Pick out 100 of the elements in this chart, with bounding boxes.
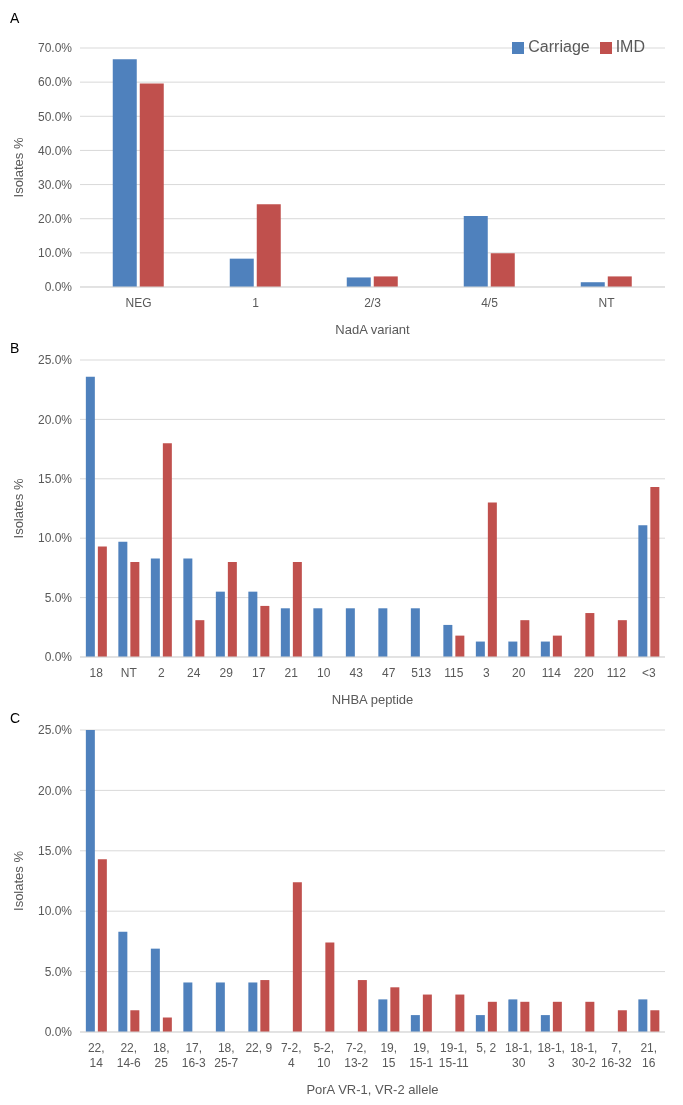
- x-tick-label: 17: [252, 666, 266, 680]
- bar: [422, 994, 432, 1032]
- bar: [85, 376, 95, 657]
- bar: [215, 591, 225, 657]
- x-axis-title: NadA variant: [335, 322, 411, 337]
- x-tick-label: 5, 2: [476, 1041, 497, 1055]
- y-tick-label: 70.0%: [37, 41, 73, 56]
- bar: [150, 948, 160, 1032]
- x-tick-label: 19-1, 15-11: [438, 1041, 469, 1070]
- y-axis-title: Isolates %: [10, 478, 26, 539]
- y-tick-label: 10.0%: [37, 246, 73, 261]
- bar: [313, 608, 323, 657]
- y-tick-label: 10.0%: [37, 531, 73, 546]
- bar: [260, 980, 270, 1032]
- bar: [650, 487, 660, 657]
- bar: [183, 982, 193, 1032]
- y-tick-label: 5.0%: [44, 964, 73, 979]
- bar: [508, 999, 518, 1032]
- y-tick-label: 25.0%: [37, 353, 73, 368]
- x-tick-label: 513: [411, 666, 432, 680]
- x-tick-label: 19, 15: [380, 1041, 398, 1070]
- bar: [292, 561, 302, 657]
- x-tick-label: 22, 14: [87, 1041, 105, 1070]
- chart-title: C: [10, 710, 21, 726]
- x-tick-label: 18: [89, 666, 104, 680]
- bar: [410, 608, 420, 657]
- x-tick-label: 7-2, 4: [280, 1041, 302, 1070]
- bar: [585, 1001, 595, 1032]
- bar: [487, 502, 497, 657]
- bar: [552, 1001, 562, 1032]
- bar: [475, 1015, 485, 1032]
- bar: [487, 1001, 497, 1032]
- y-tick-label: 50.0%: [37, 109, 73, 124]
- y-tick-label: 0.0%: [44, 1025, 73, 1040]
- x-tick-label: 4/5: [481, 296, 499, 310]
- y-tick-label: 15.0%: [37, 472, 73, 487]
- x-tick-label: NT: [120, 666, 138, 680]
- bar: [118, 541, 128, 657]
- x-tick-label: NEG: [125, 296, 152, 310]
- bar: [97, 546, 107, 657]
- bar: [357, 980, 367, 1032]
- x-tick-label: 18-1, 30-2: [570, 1041, 598, 1070]
- bar: [248, 591, 258, 657]
- bar: [292, 882, 302, 1032]
- bar: [455, 635, 465, 657]
- y-axis-title: Isolates %: [10, 137, 26, 198]
- bar: [139, 83, 164, 287]
- x-tick-label: 2: [157, 666, 165, 680]
- y-tick-label: 0.0%: [44, 280, 73, 295]
- bar: [118, 931, 128, 1032]
- bar: [248, 982, 258, 1032]
- bar: [650, 1010, 660, 1032]
- bar: [585, 613, 595, 657]
- x-tick-label: 18-1, 3: [537, 1041, 565, 1070]
- bar: [345, 608, 355, 657]
- bar: [475, 641, 485, 657]
- bar: [540, 1015, 550, 1032]
- x-tick-label: 115: [444, 666, 464, 680]
- y-tick-label: 20.0%: [37, 211, 73, 226]
- x-tick-label: 20: [512, 666, 526, 680]
- bar: [130, 561, 140, 657]
- x-tick-label: 43: [349, 666, 364, 680]
- x-axis-title: PorA VR-1, VR-2 allele: [306, 1082, 439, 1097]
- bar: [520, 1001, 530, 1032]
- bar: [130, 1010, 140, 1032]
- x-axis-title: NHBA peptide: [331, 692, 414, 707]
- bar: [552, 635, 562, 657]
- bar: [85, 730, 95, 1032]
- chart-title: A: [10, 10, 20, 26]
- x-tick-label: 22, 14-6: [116, 1041, 142, 1070]
- x-tick-label: 21: [284, 666, 299, 680]
- x-tick-label: 2/3: [364, 296, 382, 310]
- bar: [183, 558, 193, 657]
- x-tick-label: 21, 16: [640, 1041, 658, 1070]
- x-tick-label: 18, 25: [152, 1041, 170, 1070]
- y-tick-label: 5.0%: [44, 590, 73, 605]
- x-tick-label: 7-2, 13-2: [344, 1041, 369, 1070]
- bar: [378, 608, 388, 657]
- bar: [410, 1015, 420, 1032]
- y-tick-label: 20.0%: [37, 783, 73, 798]
- y-tick-label: 60.0%: [37, 75, 73, 90]
- x-tick-label: <3: [641, 666, 656, 680]
- x-tick-label: 22, 9: [245, 1041, 273, 1055]
- bar: [325, 942, 335, 1032]
- y-tick-label: 40.0%: [37, 143, 73, 158]
- y-axis-title: Isolates %: [10, 850, 26, 911]
- bar: [346, 277, 371, 287]
- bar: [617, 620, 627, 657]
- x-tick-label: 47: [382, 666, 396, 680]
- x-tick-label: 112: [606, 666, 627, 680]
- bar: [373, 276, 398, 287]
- bar: [260, 605, 270, 657]
- x-tick-label: 19, 15-1: [409, 1041, 434, 1070]
- x-tick-label: 114: [541, 666, 562, 680]
- bar: [508, 641, 518, 657]
- x-tick-label: 3: [482, 666, 490, 680]
- bar: [540, 641, 550, 657]
- bar: [378, 999, 388, 1032]
- bar: [150, 558, 160, 657]
- bar: [256, 204, 281, 287]
